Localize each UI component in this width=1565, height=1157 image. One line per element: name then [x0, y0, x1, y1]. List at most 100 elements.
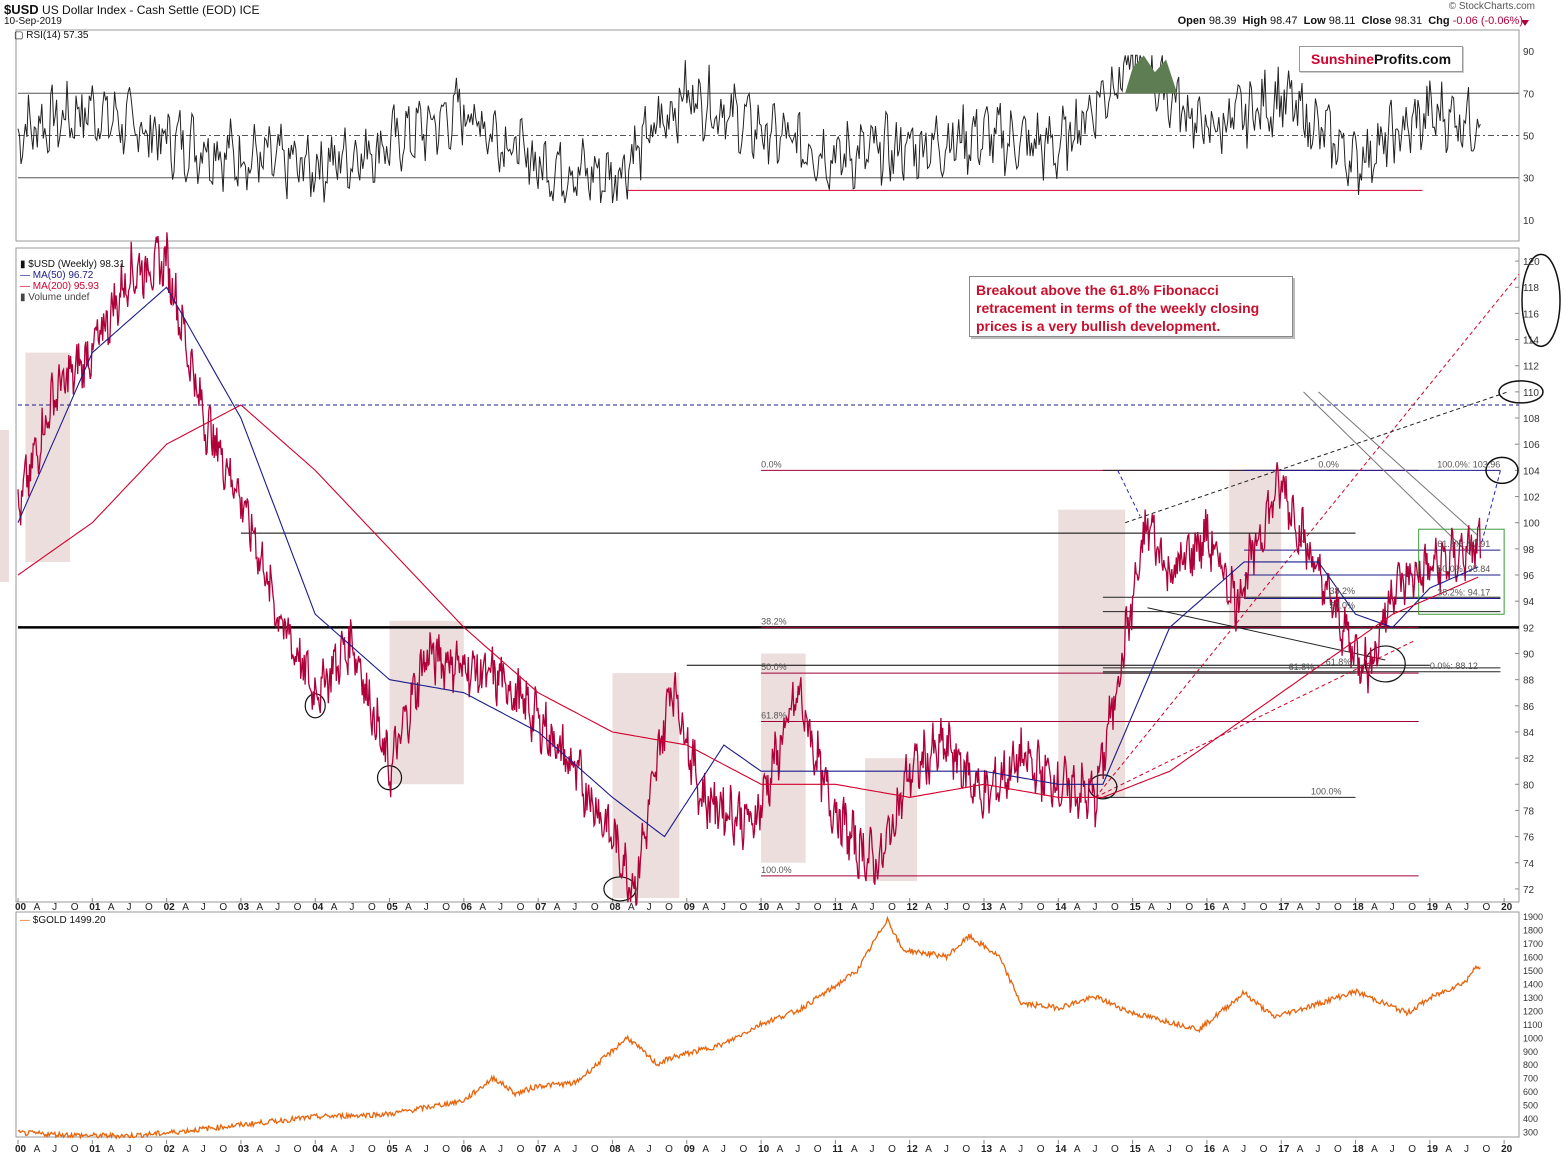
x-axis-label: A — [1222, 1144, 1229, 1155]
price-tick-label: 116 — [1523, 309, 1539, 320]
gridlines — [17, 92, 1519, 1144]
x-axis-label: A — [34, 1144, 41, 1155]
x-axis-label: O — [368, 1144, 376, 1155]
fib-left-label: 0.0% — [761, 459, 782, 469]
x-axis-label: J — [1241, 1144, 1246, 1155]
x-axis-label: O — [591, 1144, 599, 1155]
x-axis-label: J — [1018, 1144, 1023, 1155]
x-axis-label: 08 — [609, 902, 621, 913]
x-axis-label: O — [962, 1144, 970, 1155]
open-value: 98.39 — [1208, 15, 1237, 27]
annotations — [18, 189, 1561, 902]
legend-volume-text: Volume undef — [28, 292, 90, 303]
x-axis-label: J — [1464, 902, 1469, 913]
gold-legend-text: $GOLD 1499.20 — [32, 915, 106, 926]
down-arrow-icon — [1521, 20, 1529, 26]
target-ellipse — [1498, 380, 1544, 404]
x-axis-label: O — [591, 902, 599, 913]
x-axis-label: 02 — [164, 902, 176, 913]
x-axis-label: O — [1260, 902, 1268, 913]
x-axis-label: O — [219, 902, 227, 913]
x-axis-label: J — [795, 902, 800, 913]
x-axis-label: J — [1315, 1144, 1320, 1155]
callout-pointer — [1303, 391, 1472, 556]
x-axis-label: O — [1408, 902, 1416, 913]
x-axis-label: 05 — [387, 1144, 399, 1155]
price-tick-label: 114 — [1523, 336, 1539, 347]
rsi-tick-label: 70 — [1523, 89, 1535, 100]
rsi-legend-swatch: ▢ — [14, 30, 24, 41]
brand-part1: Sunshine — [1310, 51, 1374, 67]
x-axis-label: J — [721, 1144, 726, 1155]
x-axis-label: O — [1334, 1144, 1342, 1155]
chg-label: Chg — [1428, 15, 1450, 27]
quote-summary: Open 98.39 High 98.47 Low 98.11 Close 98… — [1178, 15, 1523, 27]
x-axis-label: 03 — [238, 902, 250, 913]
x-axis-label: A — [405, 902, 412, 913]
stockcharts-logo[interactable]: © StockCharts.com — [1448, 1, 1535, 12]
gold-tick-label: 1300 — [1523, 993, 1543, 1003]
x-axis-label: O — [1185, 1144, 1193, 1155]
x-axis-label: J — [126, 1144, 131, 1155]
x-axis-label: O — [517, 902, 525, 913]
x-axis-label: J — [424, 902, 429, 913]
fib-right-label: 50.0% — [1330, 601, 1356, 611]
x-axis-label: A — [1148, 902, 1155, 913]
x-axis-label: O — [1111, 902, 1119, 913]
gold-tick-label: 1900 — [1523, 912, 1543, 922]
x-axis-label: A — [108, 1144, 115, 1155]
blue-dashed-line — [1117, 470, 1141, 517]
price-tick-label: 100 — [1523, 519, 1540, 530]
axis-labels: 9070503010120118116114112110108106104102… — [15, 47, 1543, 1155]
x-axis-label: O — [1037, 902, 1045, 913]
x-axis-label: O — [665, 1144, 673, 1155]
legend-ma50: — MA(50) 96.72 — [20, 270, 94, 281]
price-tick-label: 106 — [1523, 440, 1540, 451]
fib-mid-label: 61.8% — [1289, 662, 1315, 672]
black-trend-line — [1125, 391, 1509, 524]
x-axis-label: O — [739, 1144, 747, 1155]
fib-right-label: 38.2% — [1330, 586, 1356, 596]
gold-tick-label: 500 — [1523, 1101, 1538, 1111]
x-axis-label: J — [498, 1144, 503, 1155]
legend-ma200-text: MA(200) 95.93 — [32, 281, 99, 292]
x-axis-label: 00 — [15, 902, 27, 913]
rsi-line — [17, 54, 1481, 204]
x-axis-label: 20 — [1501, 1144, 1513, 1155]
high-value: 98.47 — [1269, 15, 1298, 27]
sunshine-profits-logo[interactable]: SunshineProfits.com — [1299, 46, 1463, 72]
usd-price-line — [17, 232, 1482, 906]
instrument-name: US Dollar Index - Cash Settle (EOD) — [42, 3, 237, 17]
x-axis-label: 15 — [1130, 1144, 1142, 1155]
x-axis-label: A — [851, 902, 858, 913]
price-tick-label: 110 — [1523, 388, 1539, 399]
legend-usd-text: $USD (Weekly) 98.31 — [28, 259, 125, 270]
x-axis-label: J — [52, 902, 57, 913]
left-edge-shade — [0, 430, 9, 582]
x-axis-label: 13 — [981, 902, 993, 913]
x-axis-label: 12 — [907, 1144, 919, 1155]
x-axis-label: 15 — [1130, 902, 1142, 913]
legend-volume: ▮ Volume undef — [20, 292, 90, 303]
x-axis-label: A — [925, 902, 932, 913]
target-ellipse — [1521, 253, 1561, 348]
price-tick-label: 86 — [1523, 702, 1535, 713]
rsi-tick-label: 50 — [1523, 132, 1535, 143]
x-axis-label: A — [405, 1144, 412, 1155]
x-axis-label: O — [888, 1144, 896, 1155]
x-axis-label: A — [1297, 1144, 1304, 1155]
x-axis-label: O — [739, 902, 747, 913]
x-axis-label: J — [944, 902, 949, 913]
high-label: High — [1242, 15, 1267, 27]
price-tick-label: 94 — [1523, 597, 1535, 608]
x-axis-label: A — [1000, 902, 1007, 913]
x-axis-label: J — [795, 1144, 800, 1155]
ma200-line — [17, 404, 1479, 798]
fib-right-label: 0.0%: 88.12 — [1430, 661, 1478, 671]
x-axis-label: O — [962, 902, 970, 913]
price-tick-label: 102 — [1523, 493, 1540, 504]
price-tick-label: 78 — [1523, 806, 1535, 817]
x-axis-label: J — [647, 1144, 652, 1155]
x-axis-label: 09 — [684, 902, 696, 913]
